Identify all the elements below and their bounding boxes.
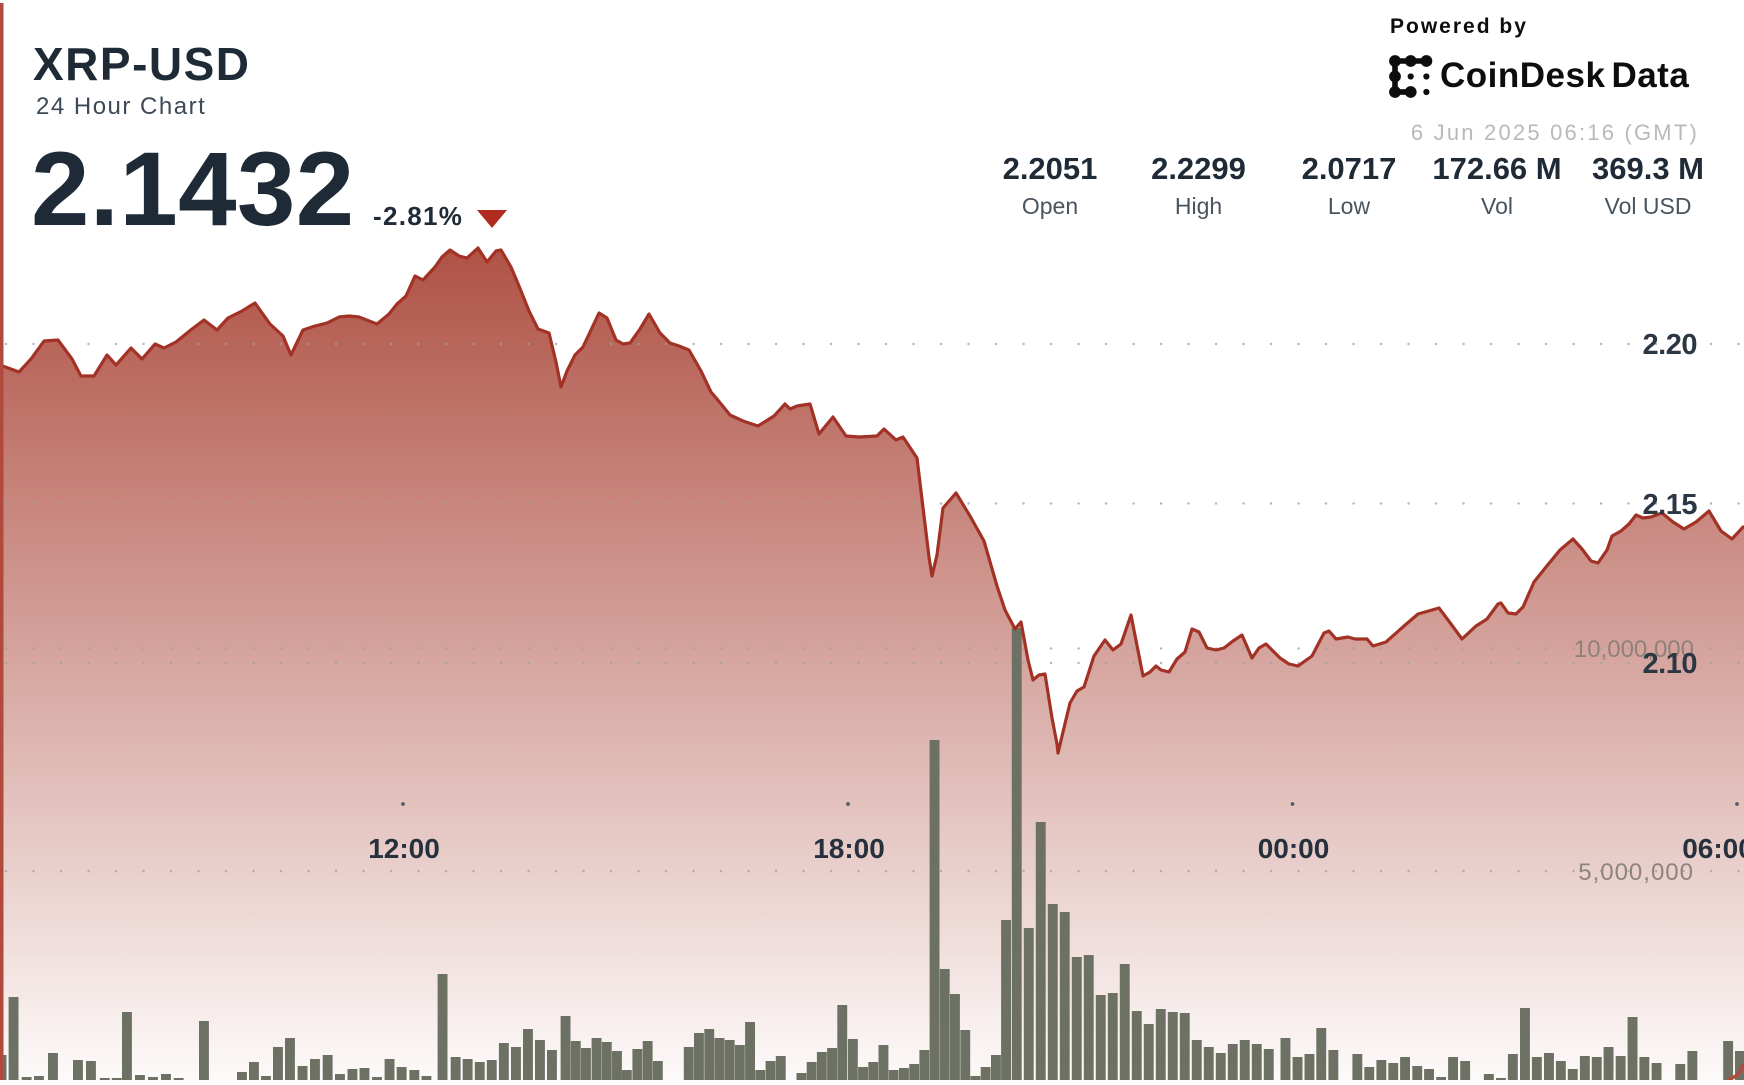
svg-text:18:00: 18:00 (813, 833, 885, 864)
svg-text:00:00: 00:00 (1258, 833, 1330, 864)
svg-text:6 Jun 2025 06:16 (GMT): 6 Jun 2025 06:16 (GMT) (1411, 120, 1699, 145)
svg-text:06:00: 06:00 (1682, 833, 1744, 864)
svg-text:2.10: 2.10 (1643, 648, 1697, 680)
svg-text:Low: Low (1328, 193, 1371, 219)
svg-text:2.2051: 2.2051 (1003, 151, 1098, 186)
svg-text:172.66 M: 172.66 M (1432, 151, 1561, 186)
svg-text:5,000,000: 5,000,000 (1578, 859, 1694, 886)
svg-text:Vol: Vol (1481, 193, 1513, 219)
svg-text:2.20: 2.20 (1643, 329, 1697, 361)
svg-text:2.15: 2.15 (1643, 489, 1698, 521)
svg-text:-2.81%: -2.81% (373, 201, 463, 231)
svg-text:Powered by: Powered by (1390, 15, 1528, 38)
svg-text:369.3 M: 369.3 M (1592, 151, 1704, 186)
svg-text:High: High (1175, 193, 1222, 219)
svg-text:2.2299: 2.2299 (1151, 151, 1246, 186)
svg-text:12:00: 12:00 (368, 833, 440, 864)
svg-text:2.1432: 2.1432 (31, 131, 355, 248)
svg-text:24 Hour Chart: 24 Hour Chart (36, 93, 206, 120)
svg-text:XRP-USD: XRP-USD (33, 38, 251, 90)
svg-text:Vol USD: Vol USD (1605, 193, 1692, 219)
svg-text:Open: Open (1022, 193, 1078, 219)
svg-text:2.0717: 2.0717 (1302, 151, 1397, 186)
svg-text:10,000,000: 10,000,000 (1574, 636, 1694, 663)
